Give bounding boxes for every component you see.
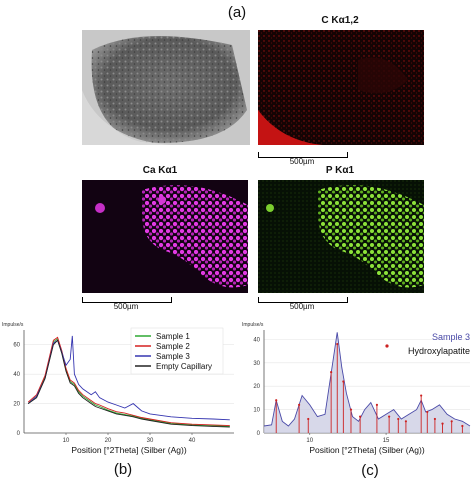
hydroxylapatite-marker xyxy=(441,422,444,425)
hydroxylapatite-marker xyxy=(342,380,345,383)
hydroxylapatite-marker xyxy=(433,417,437,421)
y-tick-label: 0 xyxy=(257,431,261,437)
x-tick-label: 20 xyxy=(105,438,112,444)
series-line-sample-2 xyxy=(27,336,230,427)
legend-label: Sample 3 xyxy=(432,332,470,342)
y-tick-label: 20 xyxy=(13,402,20,408)
y-tick-label: 20 xyxy=(253,384,260,390)
series-line-sample-3 xyxy=(263,332,471,427)
hydroxylapatite-marker xyxy=(297,403,301,407)
hydroxylapatite-marker xyxy=(397,417,400,421)
x-tick-label: 10 xyxy=(63,438,70,444)
y-tick-label: 60 xyxy=(13,343,20,349)
y-tick-label: 30 xyxy=(253,361,260,367)
x-tick-label: 15 xyxy=(383,438,390,444)
hydroxylapatite-marker xyxy=(275,399,278,402)
hydroxylapatite-marker xyxy=(450,420,453,423)
legend-label: Hydroxylapatite xyxy=(408,346,470,356)
hydroxylapatite-marker xyxy=(426,410,429,414)
hydroxylapatite-marker xyxy=(404,420,408,423)
panel-label-c: (c) xyxy=(361,462,379,479)
scale-bar-top-right xyxy=(258,152,348,158)
sem-image xyxy=(82,30,250,145)
scale-bar-bottom-left xyxy=(82,297,172,303)
legend-label: Sample 2 xyxy=(156,342,190,351)
hydroxylapatite-marker xyxy=(307,417,310,421)
x-axis-label: Position [°2Theta] (Silber (Ag)) xyxy=(309,445,425,455)
y-axis-label: Impulse/s xyxy=(2,322,24,328)
x-tick-label: 30 xyxy=(147,438,154,444)
calcium-map-title: Ca Kα1 xyxy=(142,165,178,176)
scale-label-bottom-left: 500µm xyxy=(113,302,139,311)
y-axis-label: Impulse/s xyxy=(242,322,264,328)
legend-label: Empty Capillary xyxy=(156,362,212,371)
panel-label-a: (a) xyxy=(227,4,247,21)
scale-bar-bottom-right xyxy=(258,297,348,303)
y-tick-label: 40 xyxy=(13,372,20,378)
hydroxylapatite-marker xyxy=(330,371,333,374)
series-line-empty-capillary xyxy=(27,339,230,428)
hydroxylapatite-marker xyxy=(336,342,339,346)
x-axis-label: Position [°2Theta] (Silber (Ag)) xyxy=(71,445,187,455)
sample-3-area xyxy=(264,332,470,433)
legend-label: Sample 1 xyxy=(156,332,190,341)
calcium-map-image xyxy=(82,180,248,293)
phosphorus-map-title: P Kα1 xyxy=(325,165,355,176)
hydroxylapatite-marker xyxy=(375,403,379,407)
y-tick-label: 0 xyxy=(17,431,21,437)
x-tick-label: 10 xyxy=(306,438,313,444)
legend-label: Sample 3 xyxy=(156,352,190,361)
y-tick-label: 10 xyxy=(253,408,260,414)
hydroxylapatite-marker xyxy=(349,408,353,411)
carbon-map-image xyxy=(258,30,424,145)
phosphorus-map-image xyxy=(258,180,424,293)
x-tick-label: 40 xyxy=(189,438,196,444)
scale-label-bottom-right: 500µm xyxy=(289,302,315,311)
hydroxylapatite-marker xyxy=(461,424,464,428)
y-tick-label: 40 xyxy=(253,337,260,343)
scale-label-top-right: 500µm xyxy=(289,157,315,166)
carbon-map-title: C Kα1,2 xyxy=(321,15,359,26)
hydroxylapatite-marker xyxy=(359,415,362,418)
hydroxylapatite-marker xyxy=(388,415,391,418)
hydroxylapatite-marker xyxy=(420,394,423,397)
legend-swatch xyxy=(385,344,389,348)
panel-label-b: (b) xyxy=(113,461,133,478)
